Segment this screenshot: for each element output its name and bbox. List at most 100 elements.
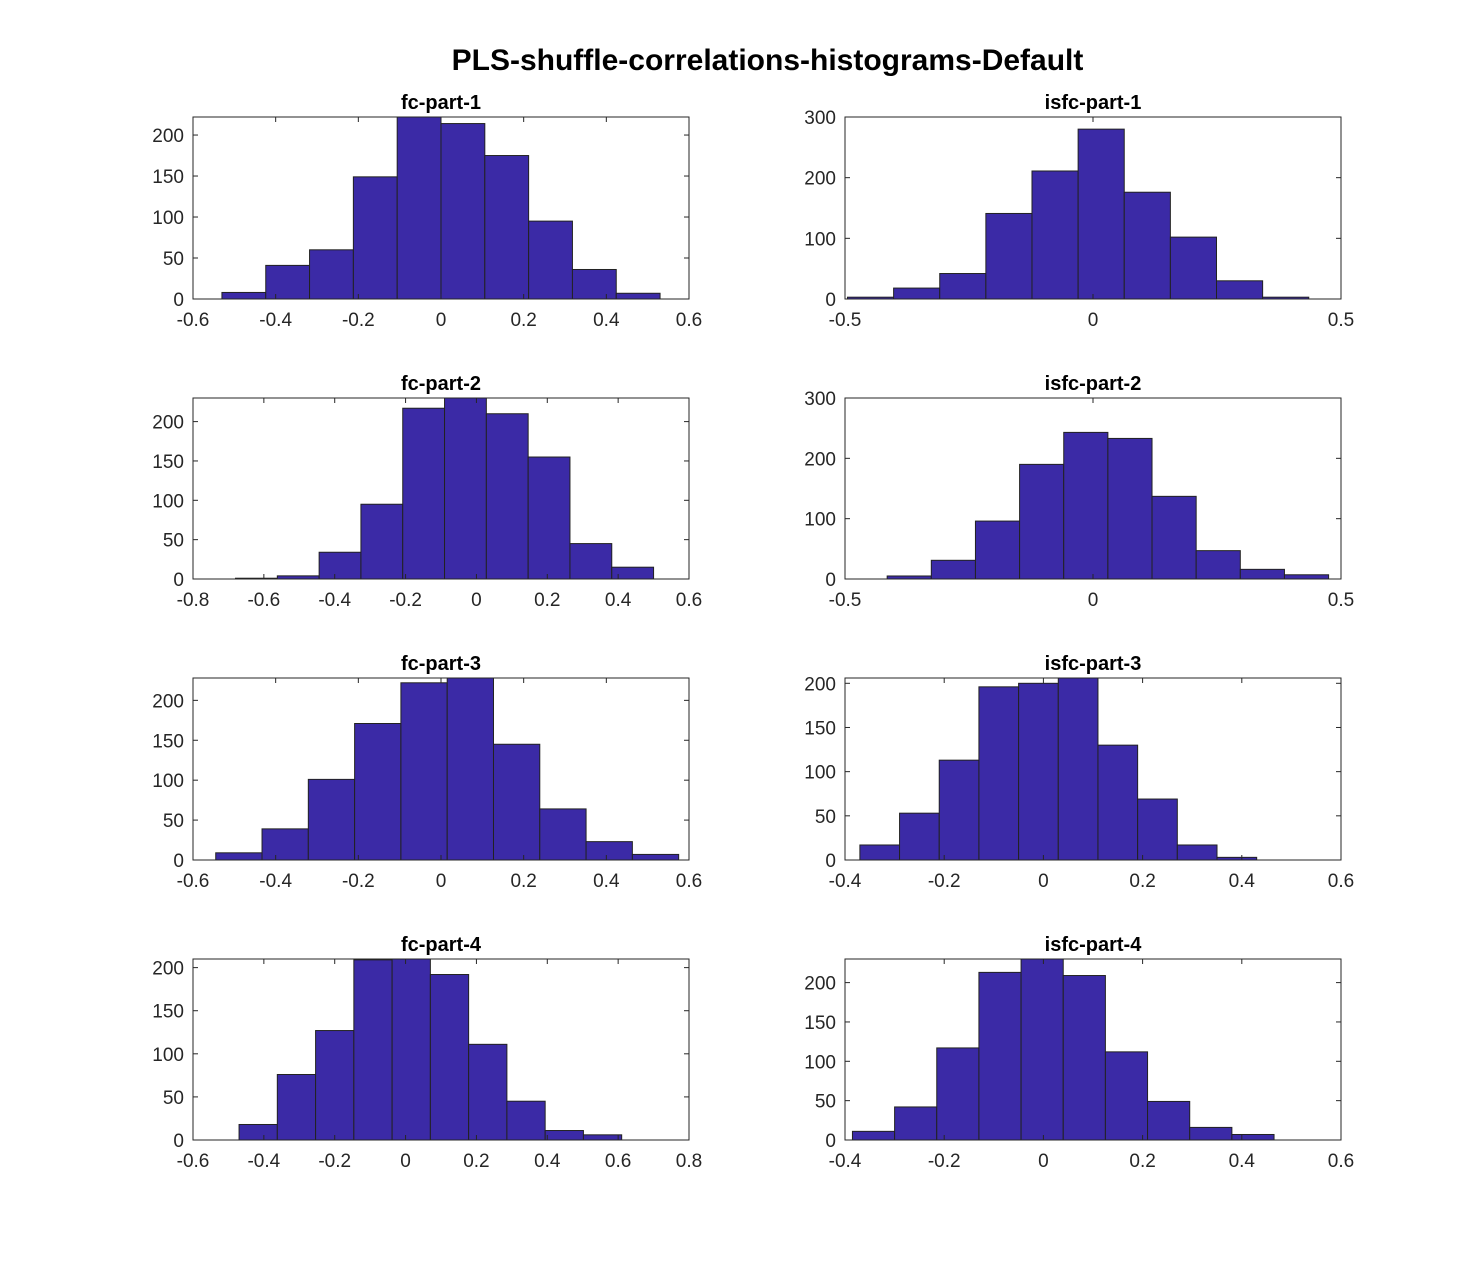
y-tick-label: 200 [152,413,184,434]
x-tick-label: -0.5 [829,310,862,331]
histogram-panel-8: -0.4 -0.2 0 0.2 0.4 0.6 0 50 100 150 200 isfc-part-… [804,934,1354,1172]
histogram-bar [974,520,1021,580]
y-tick-label: 200 [152,959,184,980]
histogram-bar [391,958,431,1141]
y-tick-label: 0 [825,570,836,591]
histogram-bar [569,543,613,580]
x-tick-label: 0.5 [1328,310,1354,331]
histogram-bar [893,287,941,300]
histogram-bar [1151,495,1197,580]
y-tick-label: 50 [815,1092,836,1113]
histogram-bar [1019,463,1065,580]
panel-title: fc-part-1 [401,92,481,114]
histogram-bar [1104,1051,1149,1141]
y-tick-label: 0 [173,851,184,872]
histogram-bar [1239,568,1285,580]
x-tick-label: -0.2 [342,871,375,892]
x-tick-label: 0 [436,871,447,892]
histogram-panel-1: -0.6 -0.4 -0.2 0 0.2 0.4 0.6 0 50 100 150 200 fc-par… [152,92,702,331]
histogram-bar [353,959,393,1141]
panel-title: isfc-part-3 [1045,653,1142,675]
y-tick-label: 200 [804,169,836,190]
histogram-bar [894,1106,938,1141]
histogram-bar [309,249,354,300]
histogram-bar [444,397,487,580]
y-tick-label: 200 [804,974,836,995]
axes-frame [844,677,1342,861]
y-tick-label: 0 [173,1131,184,1152]
y-tick-label: 0 [173,570,184,591]
histogram-bar [238,1123,278,1141]
x-tick-label: 0 [436,310,447,331]
x-tick-label: 0.4 [605,590,632,611]
x-tick-label: 0.4 [1229,1151,1256,1172]
histogram-bar [1123,191,1171,300]
histogram-panel-7: -0.6 -0.4 -0.2 0 0.2 0.4 0.6 0.8 0 50 100 150 200 fc-… [152,934,702,1172]
panel-title: fc-part-2 [401,373,481,395]
y-tick-label: 100 [804,763,836,784]
histogram-bar [631,853,680,861]
histogram-bar [1216,280,1264,300]
axes-frame [192,397,690,580]
figure-title: PLS-shuffle-correlations-histograms-Defa… [451,44,1084,77]
histogram-bar [1107,437,1153,580]
y-tick-label: 300 [804,108,836,129]
x-tick-label: 0 [1038,871,1049,892]
y-tick-label: 100 [804,1052,836,1073]
x-tick-label: 0.2 [510,871,536,892]
x-tick-label: 0.5 [1328,590,1354,611]
histogram-bar [939,273,987,300]
histogram-bar [978,686,1020,861]
y-tick-label: 0 [173,290,184,311]
histogram-bar [1176,844,1218,861]
x-tick-label: 0.2 [1129,871,1155,892]
histogram-bar [307,778,356,861]
panel-title: isfc-part-4 [1045,934,1143,956]
histogram-bar [429,974,470,1141]
histogram-bar [1031,170,1079,300]
histogram-bar [585,841,633,861]
histogram-bar [615,292,661,300]
x-tick-label: -0.4 [259,310,292,331]
histogram-bar [528,220,573,300]
panel-title: isfc-part-2 [1045,373,1142,395]
x-tick-label: 0.6 [676,590,702,611]
x-tick-label: 0 [471,590,482,611]
x-tick-label: 0 [400,1151,411,1172]
x-tick-label: -0.6 [177,871,210,892]
x-tick-label: -0.2 [342,310,375,331]
histogram-bar [468,1043,508,1141]
y-tick-label: 150 [152,167,184,188]
x-tick-label: -0.2 [389,590,422,611]
histogram-bar [938,759,980,861]
y-tick-label: 150 [152,731,184,752]
x-tick-label: -0.6 [247,590,280,611]
y-tick-label: 100 [152,491,184,512]
x-tick-label: -0.5 [829,590,862,611]
y-tick-label: 100 [152,208,184,229]
histogram-bar [1195,550,1241,580]
y-tick-label: 100 [152,1045,184,1066]
histogram-bar [221,291,267,300]
histogram-bar [851,1130,896,1141]
y-tick-label: 100 [804,510,836,531]
histogram-bar [215,852,263,861]
histogram-bar [859,844,901,861]
y-tick-label: 200 [804,674,836,695]
x-tick-label: -0.4 [829,871,862,892]
panel-title: fc-part-4 [401,934,482,956]
x-tick-label: -0.4 [259,871,292,892]
histogram-bar [485,413,529,580]
y-tick-label: 50 [163,249,184,270]
histogram-bar [265,264,311,300]
x-tick-label: 0.2 [534,590,560,611]
x-tick-label: 0.4 [593,310,620,331]
histogram-bar [506,1100,546,1141]
histogram-bar [1283,574,1330,580]
x-tick-label: -0.4 [318,590,351,611]
histogram-bar [318,551,362,580]
axes-frame [192,958,690,1141]
x-tick-label: -0.6 [177,1151,210,1172]
y-tick-label: 150 [152,452,184,473]
